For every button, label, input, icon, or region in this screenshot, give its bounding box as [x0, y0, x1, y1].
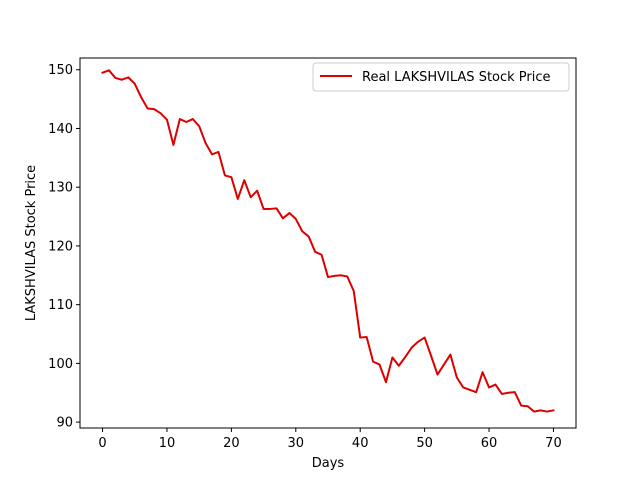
y-axis: 90 100 110 120 130 140 150 — [48, 63, 80, 431]
y-tick-label: 130 — [48, 181, 73, 196]
x-tick-label: 10 — [159, 436, 176, 451]
x-tick-label: 0 — [98, 436, 106, 451]
y-axis-label: LAKSHVILAS Stock Price — [24, 165, 39, 321]
series-layer — [101, 69, 555, 413]
y-tick-label: 90 — [56, 416, 73, 431]
legend: Real LAKSHVILAS Stock Price — [312, 62, 570, 92]
plot-frame — [79, 57, 577, 429]
x-tick-label: 60 — [481, 436, 498, 451]
x-tick-label: 70 — [545, 436, 562, 451]
x-tick-label: 30 — [288, 436, 305, 451]
x-tick-label: 50 — [416, 436, 433, 451]
x-tick-label: 40 — [352, 436, 369, 451]
series-line-0 — [101, 69, 555, 413]
y-tick-label: 150 — [48, 63, 73, 78]
plot-area — [80, 58, 576, 428]
legend-entry-label: Real LAKSHVILAS Stock Price — [362, 70, 551, 85]
legend-box — [312, 62, 570, 92]
x-axis-label: Days — [312, 456, 345, 471]
x-tick-label: 20 — [223, 436, 240, 451]
y-tick-label: 100 — [48, 357, 73, 372]
x-axis: 0 10 20 30 40 50 60 70 — [98, 428, 562, 451]
y-tick-label: 120 — [48, 239, 73, 254]
y-tick-label: 110 — [48, 298, 73, 313]
y-tick-label: 140 — [48, 122, 73, 137]
